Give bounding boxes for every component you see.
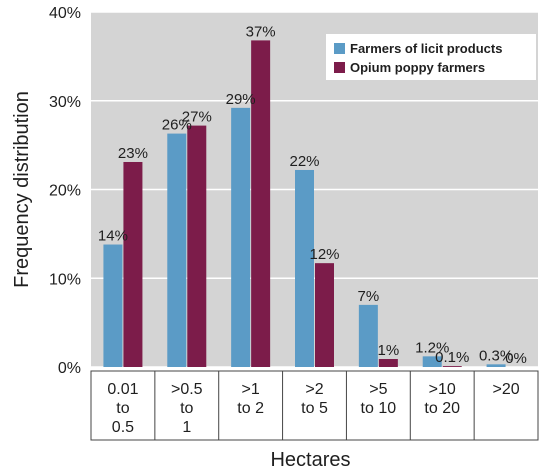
x-tick-label: >0.5 to 1 <box>171 381 203 436</box>
data-label: 26% <box>162 117 192 134</box>
y-tick-label: 10% <box>49 271 81 288</box>
y-tick-label: 0% <box>58 360 81 377</box>
legend-label: Farmers of licit products <box>350 41 502 56</box>
bar <box>167 133 187 367</box>
data-label: 23% <box>118 145 148 162</box>
bar <box>358 304 378 367</box>
x-tick-label: >1 to 2 <box>237 381 264 417</box>
data-label: 1% <box>378 342 400 359</box>
legend-swatch <box>334 43 345 54</box>
y-tick-label: 40% <box>49 5 81 22</box>
legend-label: Opium poppy farmers <box>350 60 485 75</box>
bar <box>315 263 334 367</box>
legend: Farmers of licit products Opium poppy far… <box>326 34 536 80</box>
y-tick-labels: 0% 10% 20% 30% 40% <box>49 5 81 377</box>
bar <box>486 364 506 367</box>
data-label: 14% <box>98 228 128 245</box>
bar <box>378 359 398 367</box>
data-label: 0% <box>505 350 527 367</box>
data-label: 37% <box>246 23 276 40</box>
category-table-border <box>90 370 539 441</box>
x-tick-label: >5 to 10 <box>361 381 397 417</box>
y-tick-label: 20% <box>49 183 81 200</box>
bar <box>251 40 271 368</box>
data-label: 1.2% <box>415 339 449 356</box>
data-label: 12% <box>309 246 339 263</box>
x-tick-label: >2 to 5 <box>301 381 328 417</box>
bar <box>103 244 123 367</box>
legend-box <box>326 34 536 80</box>
bar <box>231 107 251 367</box>
data-label: 7% <box>358 288 380 305</box>
bar <box>442 366 462 367</box>
data-label: 0.1% <box>435 349 469 366</box>
x-tick-label: >10 to 20 <box>424 381 460 417</box>
x-tick-label: >20 <box>493 381 520 398</box>
gridlines <box>91 11 538 368</box>
data-label: 29% <box>226 91 256 108</box>
data-label: 27% <box>182 109 212 126</box>
bar <box>123 161 143 367</box>
y-axis-title: Frequency distribution <box>11 91 33 288</box>
bar <box>295 169 314 367</box>
bar <box>187 125 207 367</box>
x-axis-title: Hectares <box>270 449 350 471</box>
x-tick-label: 0.01 to 0.5 <box>107 381 138 436</box>
category-axis-table: 0.01 to 0.5 >0.5 to 1 >1 to 2 >2 to 5 >5 to 10 >10 to… <box>90 370 539 441</box>
data-labels: 14% 26% 29% 22% 7% 1.2% 0.3% 23% 27% 37% 12% 1% 0.1%… <box>98 23 527 367</box>
data-label: 22% <box>289 153 319 170</box>
bar <box>422 356 442 367</box>
data-label: 0.3% <box>479 347 513 364</box>
legend-swatch <box>334 62 345 73</box>
bars <box>103 40 506 368</box>
y-tick-label: 30% <box>49 94 81 111</box>
